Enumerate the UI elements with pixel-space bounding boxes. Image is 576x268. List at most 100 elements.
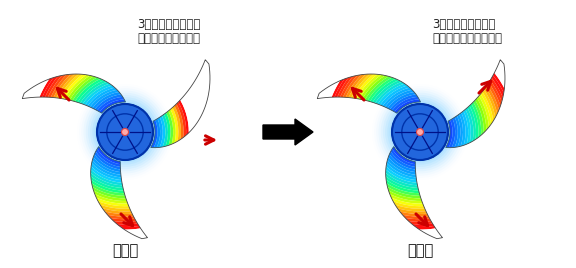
Polygon shape (403, 215, 430, 219)
Polygon shape (343, 75, 361, 97)
Polygon shape (199, 70, 210, 88)
Circle shape (392, 104, 448, 160)
Polygon shape (92, 92, 121, 109)
Polygon shape (93, 154, 120, 172)
Polygon shape (477, 96, 489, 130)
Circle shape (412, 124, 429, 140)
Circle shape (387, 99, 453, 165)
Polygon shape (95, 194, 128, 204)
Polygon shape (100, 99, 126, 113)
Polygon shape (346, 74, 366, 98)
Polygon shape (78, 80, 107, 103)
Polygon shape (471, 102, 481, 137)
Polygon shape (82, 84, 112, 105)
Polygon shape (22, 90, 28, 99)
Polygon shape (88, 88, 117, 107)
Polygon shape (203, 62, 210, 74)
Text: 改善前: 改善前 (112, 243, 138, 258)
Polygon shape (65, 75, 90, 100)
Polygon shape (488, 80, 502, 106)
Polygon shape (415, 226, 435, 230)
Polygon shape (191, 85, 204, 114)
Polygon shape (124, 228, 142, 232)
Polygon shape (391, 198, 424, 206)
Polygon shape (73, 77, 101, 102)
Polygon shape (91, 163, 122, 180)
Polygon shape (120, 226, 141, 230)
Polygon shape (329, 81, 340, 97)
Circle shape (416, 128, 423, 136)
Polygon shape (406, 218, 431, 222)
Polygon shape (486, 85, 499, 114)
Circle shape (399, 110, 442, 154)
Circle shape (396, 108, 444, 156)
Circle shape (97, 104, 153, 160)
Polygon shape (459, 113, 465, 146)
Polygon shape (400, 211, 429, 217)
Polygon shape (495, 68, 505, 84)
Polygon shape (395, 99, 420, 113)
Polygon shape (340, 75, 357, 97)
Polygon shape (204, 60, 210, 69)
Polygon shape (463, 109, 471, 144)
Polygon shape (385, 90, 414, 108)
Polygon shape (390, 194, 423, 204)
Polygon shape (85, 85, 115, 106)
Polygon shape (37, 79, 50, 97)
Circle shape (400, 113, 439, 151)
Polygon shape (397, 208, 427, 214)
Polygon shape (388, 191, 422, 201)
Polygon shape (482, 90, 495, 121)
Polygon shape (93, 187, 126, 198)
Polygon shape (92, 183, 125, 196)
Polygon shape (373, 80, 401, 103)
Polygon shape (25, 87, 32, 98)
Polygon shape (386, 176, 419, 191)
Polygon shape (499, 60, 505, 69)
Polygon shape (454, 116, 460, 147)
Polygon shape (386, 170, 418, 185)
Polygon shape (423, 231, 439, 234)
Polygon shape (386, 166, 417, 183)
Polygon shape (393, 201, 425, 209)
Polygon shape (100, 204, 131, 211)
Polygon shape (392, 147, 415, 164)
Circle shape (389, 102, 450, 162)
Polygon shape (31, 83, 41, 98)
Polygon shape (386, 180, 419, 193)
Circle shape (99, 106, 151, 158)
Polygon shape (494, 70, 505, 88)
Polygon shape (348, 74, 370, 98)
Polygon shape (160, 116, 165, 147)
Polygon shape (170, 107, 179, 143)
Polygon shape (367, 77, 396, 102)
Polygon shape (388, 157, 416, 175)
Polygon shape (137, 235, 147, 239)
Polygon shape (395, 204, 426, 211)
Circle shape (103, 110, 147, 154)
Polygon shape (97, 147, 120, 164)
Polygon shape (428, 233, 441, 237)
Polygon shape (92, 160, 121, 177)
Polygon shape (317, 90, 323, 99)
Polygon shape (457, 114, 463, 147)
Polygon shape (388, 154, 416, 172)
Polygon shape (490, 78, 503, 102)
Polygon shape (498, 62, 505, 74)
Polygon shape (96, 149, 120, 167)
Polygon shape (469, 104, 479, 139)
Polygon shape (497, 65, 505, 79)
Polygon shape (465, 107, 473, 143)
Polygon shape (354, 74, 378, 99)
Circle shape (92, 99, 158, 165)
Circle shape (94, 102, 156, 162)
Polygon shape (198, 73, 210, 93)
Polygon shape (59, 74, 82, 99)
Polygon shape (461, 111, 468, 145)
Polygon shape (449, 118, 455, 148)
Polygon shape (323, 85, 332, 98)
Polygon shape (338, 76, 353, 97)
Polygon shape (182, 96, 194, 130)
Polygon shape (386, 163, 416, 180)
Polygon shape (132, 233, 146, 237)
